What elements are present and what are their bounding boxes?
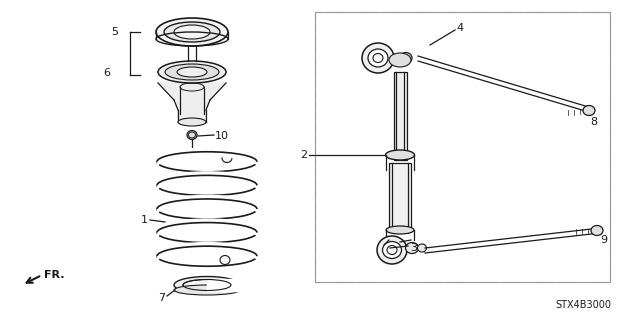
Bar: [389, 163, 411, 230]
Ellipse shape: [591, 226, 603, 235]
Ellipse shape: [400, 53, 412, 63]
Ellipse shape: [164, 22, 220, 42]
Text: 7: 7: [158, 293, 165, 303]
Ellipse shape: [386, 226, 414, 234]
Text: 4: 4: [456, 23, 463, 33]
Bar: [394, 72, 407, 160]
Ellipse shape: [385, 150, 415, 160]
Text: 1: 1: [141, 215, 148, 225]
Text: 8: 8: [590, 117, 597, 127]
Ellipse shape: [403, 55, 410, 61]
Ellipse shape: [583, 106, 595, 115]
Ellipse shape: [406, 242, 419, 254]
Bar: [315, 12, 610, 282]
Ellipse shape: [174, 277, 240, 293]
Ellipse shape: [156, 18, 228, 46]
Ellipse shape: [158, 61, 226, 83]
Ellipse shape: [174, 25, 210, 39]
Ellipse shape: [389, 53, 411, 67]
Text: 9: 9: [600, 235, 607, 245]
Text: 3: 3: [410, 243, 417, 253]
Text: 6: 6: [103, 68, 110, 78]
Ellipse shape: [174, 285, 240, 295]
Ellipse shape: [368, 49, 388, 67]
Ellipse shape: [383, 241, 401, 258]
Polygon shape: [207, 279, 241, 291]
Ellipse shape: [165, 64, 219, 80]
Ellipse shape: [222, 153, 232, 162]
Text: 2: 2: [300, 150, 307, 160]
Ellipse shape: [178, 118, 206, 126]
Text: STX4B3000: STX4B3000: [555, 300, 611, 310]
Text: 5: 5: [111, 27, 118, 37]
Ellipse shape: [377, 236, 407, 264]
Ellipse shape: [187, 130, 197, 139]
Ellipse shape: [177, 67, 207, 77]
Bar: [315, 12, 610, 282]
Ellipse shape: [183, 279, 231, 291]
Ellipse shape: [417, 244, 426, 252]
Polygon shape: [158, 83, 226, 122]
Text: 10: 10: [215, 131, 229, 141]
Ellipse shape: [362, 43, 394, 73]
Ellipse shape: [220, 256, 230, 264]
Text: FR.: FR.: [44, 270, 65, 280]
